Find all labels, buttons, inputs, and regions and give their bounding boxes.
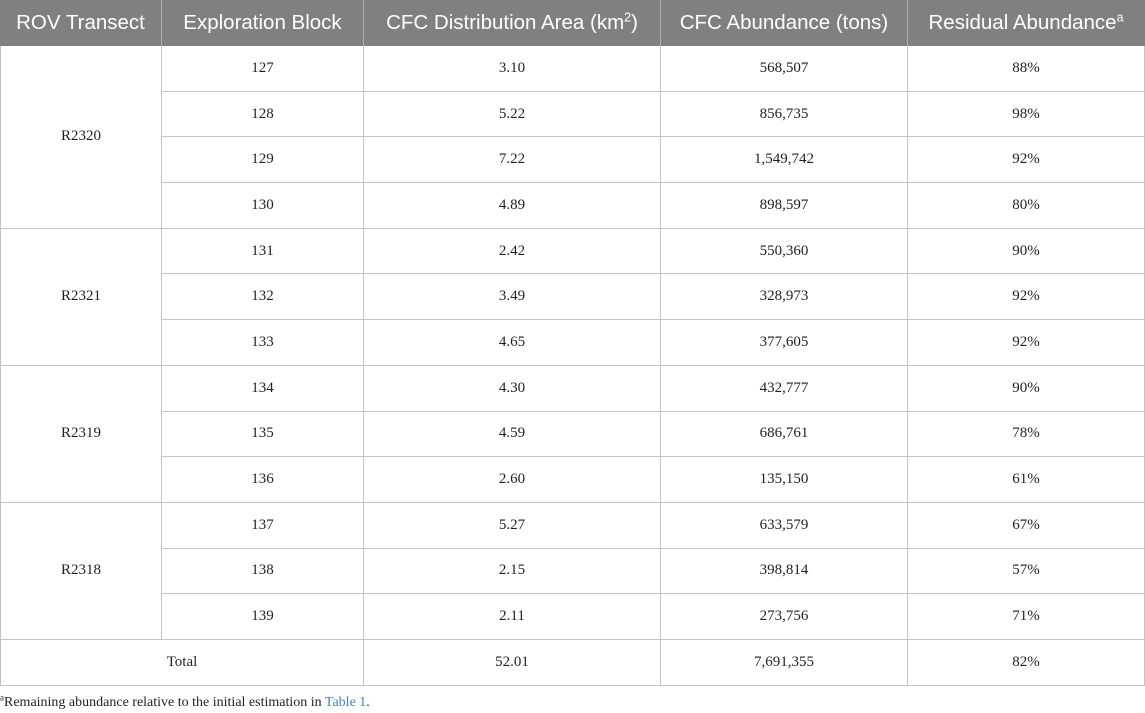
area-cell: 4.30 xyxy=(364,365,661,412)
total-abundance-cell: 7,691,355 xyxy=(661,639,908,686)
residual-cell: 80% xyxy=(908,183,1145,229)
table-row: R2321 131 2.42 550,360 90% xyxy=(0,228,1145,366)
abundance-cell: 398,814 xyxy=(661,548,908,595)
header-row: ROV Transect Exploration Block CFC Distr… xyxy=(0,0,1145,46)
area-cell: 7.22 xyxy=(364,137,661,184)
abundance-cell: 686,761 xyxy=(661,411,908,458)
table-row: 133 4.65 377,605 92% xyxy=(0,320,1145,366)
block-cell: 139 xyxy=(162,594,364,640)
abundance-cell: 377,605 xyxy=(661,320,908,366)
abundance-cell: 328,973 xyxy=(661,274,908,321)
area-cell: 5.22 xyxy=(364,91,661,138)
block-cell: 131 xyxy=(162,228,364,275)
abundance-cell: 432,777 xyxy=(661,365,908,412)
block-cell: 135 xyxy=(162,411,364,458)
abundance-cell: 550,360 xyxy=(661,228,908,275)
header-residual-abundance: Residual Abundancea xyxy=(908,0,1145,46)
header-text: Residual Abundance xyxy=(928,11,1117,34)
area-cell: 2.15 xyxy=(364,548,661,595)
table-row: R2320 127 3.10 568,507 88% xyxy=(0,46,1145,229)
table-row: 130 4.89 898,597 80% xyxy=(0,183,1145,229)
block-cell: 137 xyxy=(162,502,364,549)
block-cell: 138 xyxy=(162,548,364,595)
residual-cell: 98% xyxy=(908,91,1145,138)
block-cell: 128 xyxy=(162,91,364,138)
area-cell: 4.65 xyxy=(364,320,661,366)
total-label-cell: Total xyxy=(0,639,364,686)
footnote-marker: a xyxy=(1116,10,1124,25)
transect-cell: R2319 xyxy=(0,365,162,503)
abundance-cell: 898,597 xyxy=(661,183,908,229)
abundance-cell: 135,150 xyxy=(661,457,908,503)
area-cell: 2.11 xyxy=(364,594,661,640)
transect-cell: R2321 xyxy=(0,228,162,366)
area-cell: 3.49 xyxy=(364,274,661,321)
abundance-cell: 633,579 xyxy=(661,502,908,549)
table-row: 139 2.11 273,756 71% xyxy=(0,594,1145,640)
header-cfc-distribution-area: CFC Distribution Area (km2) xyxy=(364,0,661,46)
residual-cell: 90% xyxy=(908,228,1145,275)
table-body: R2320 127 3.10 568,507 88% 128 5.22 856,… xyxy=(0,46,1145,686)
residual-cell: 92% xyxy=(908,320,1145,366)
block-cell: 129 xyxy=(162,137,364,184)
header-text: CFC Distribution Area (km xyxy=(386,11,625,34)
header-superscript: 2 xyxy=(624,10,632,25)
header-exploration-block: Exploration Block xyxy=(162,0,364,46)
abundance-cell: 856,735 xyxy=(661,91,908,138)
total-row: Total 52.01 7,691,355 82% xyxy=(0,639,1145,686)
residual-cell: 92% xyxy=(908,137,1145,184)
header-text-suffix: ) xyxy=(631,11,638,34)
transect-cell: R2320 xyxy=(0,46,162,229)
area-cell: 4.89 xyxy=(364,183,661,229)
abundance-cell: 568,507 xyxy=(661,46,908,92)
residual-cell: 67% xyxy=(908,502,1145,549)
abundance-cell: 1,549,742 xyxy=(661,137,908,184)
block-cell: 132 xyxy=(162,274,364,321)
table-1-link[interactable]: Table 1 xyxy=(324,695,367,710)
table-row: 136 2.60 135,150 61% xyxy=(0,457,1145,503)
table-footnote: aRemaining abundance relative to the ini… xyxy=(0,692,370,712)
area-cell: 4.59 xyxy=(364,411,661,458)
area-cell: 3.10 xyxy=(364,46,661,92)
residual-cell: 92% xyxy=(908,274,1145,321)
block-cell: 130 xyxy=(162,183,364,229)
residual-cell: 88% xyxy=(908,46,1145,92)
cfc-abundance-table: ROV Transect Exploration Block CFC Distr… xyxy=(0,0,1145,686)
table-row: R2319 134 4.30 432,777 90% xyxy=(0,365,1145,503)
abundance-cell: 273,756 xyxy=(661,594,908,640)
area-cell: 2.42 xyxy=(364,228,661,275)
table-row: 135 4.59 686,761 78% xyxy=(0,411,1145,458)
table-row: R2318 137 5.27 633,579 67% xyxy=(0,502,1145,640)
block-cell: 134 xyxy=(162,365,364,412)
area-cell: 2.60 xyxy=(364,457,661,503)
table-row: 132 3.49 328,973 92% xyxy=(0,274,1145,321)
header-rov-transect: ROV Transect xyxy=(0,0,162,46)
table-header: ROV Transect Exploration Block CFC Distr… xyxy=(0,0,1145,46)
footnote-marker: a xyxy=(0,692,4,703)
area-cell: 5.27 xyxy=(364,502,661,549)
table-row: 128 5.22 856,735 98% xyxy=(0,91,1145,138)
residual-cell: 90% xyxy=(908,365,1145,412)
block-cell: 136 xyxy=(162,457,364,503)
total-residual-cell: 82% xyxy=(908,639,1145,686)
residual-cell: 71% xyxy=(908,594,1145,640)
block-cell: 127 xyxy=(162,46,364,92)
transect-cell: R2318 xyxy=(0,502,162,640)
table-row: 138 2.15 398,814 57% xyxy=(0,548,1145,595)
footnote-end: . xyxy=(366,695,370,710)
header-cfc-abundance: CFC Abundance (tons) xyxy=(661,0,908,46)
footnote-text: Remaining abundance relative to the init… xyxy=(4,695,325,710)
residual-cell: 57% xyxy=(908,548,1145,595)
total-area-cell: 52.01 xyxy=(364,639,661,686)
block-cell: 133 xyxy=(162,320,364,366)
residual-cell: 78% xyxy=(908,411,1145,458)
residual-cell: 61% xyxy=(908,457,1145,503)
table-row: 129 7.22 1,549,742 92% xyxy=(0,137,1145,184)
